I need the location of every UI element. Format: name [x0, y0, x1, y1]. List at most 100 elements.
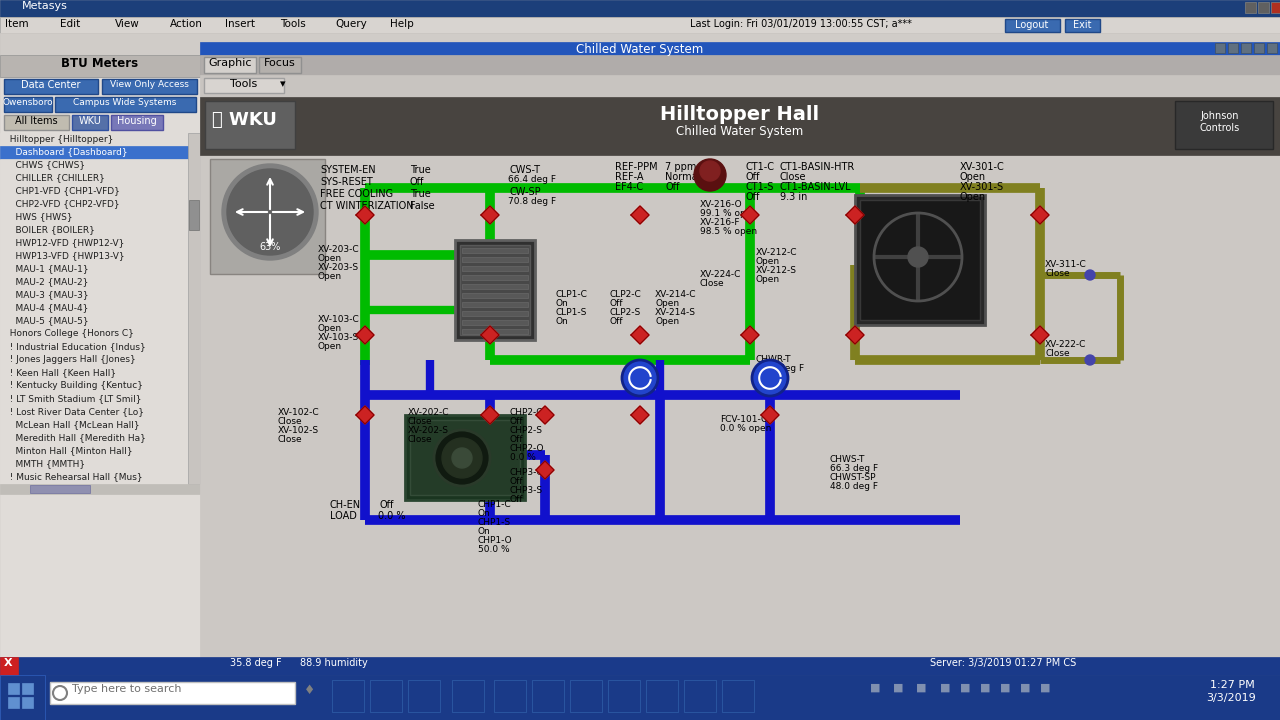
Text: 9.3 in: 9.3 in [780, 192, 808, 202]
Text: Tools: Tools [230, 79, 257, 89]
Text: ! Lost River Data Center {Lo}: ! Lost River Data Center {Lo} [4, 408, 143, 416]
Text: XV-203-C: XV-203-C [317, 245, 360, 254]
Text: Last Login: Fri 03/01/2019 13:00:55 CST; a***: Last Login: Fri 03/01/2019 13:00:55 CST;… [690, 19, 911, 29]
Bar [1005, 19, 1060, 32]
Text: XV-216-O: XV-216-O [700, 200, 742, 209]
Text: Query: Query [335, 19, 367, 29]
Text: ■: ■ [1039, 683, 1051, 693]
Polygon shape [356, 206, 374, 224]
Text: Off: Off [666, 182, 680, 192]
Bar [0, 263, 188, 276]
Polygon shape [536, 406, 554, 424]
Text: CT WINTERIZATION: CT WINTERIZATION [320, 201, 413, 211]
Text: Off: Off [745, 172, 759, 182]
Bar [408, 680, 440, 712]
Text: XV-311-C: XV-311-C [1044, 260, 1087, 269]
Text: HWP13-VFD {HWP13-V}: HWP13-VFD {HWP13-V} [4, 251, 124, 261]
Text: Help: Help [390, 19, 413, 29]
Text: CHP1-VFD {CHP1-VFD}: CHP1-VFD {CHP1-VFD} [4, 186, 120, 196]
Polygon shape [741, 206, 759, 224]
Text: ■: ■ [916, 683, 927, 693]
Text: Campus Wide Systems: Campus Wide Systems [73, 98, 177, 107]
Bar [72, 115, 108, 130]
Text: On: On [556, 317, 568, 326]
Text: ■: ■ [940, 683, 951, 693]
Text: Item: Item [5, 19, 28, 29]
Bar [0, 211, 188, 224]
Text: CHP3-C: CHP3-C [509, 468, 544, 477]
Text: ■: ■ [960, 683, 970, 693]
Polygon shape [481, 406, 499, 424]
Text: ■: ■ [980, 683, 991, 693]
Bar [462, 320, 529, 325]
Bar [0, 315, 188, 328]
Text: Dashboard {Dashboard}: Dashboard {Dashboard} [4, 148, 128, 156]
Circle shape [622, 360, 658, 396]
Bar [200, 42, 1280, 55]
Bar [646, 680, 678, 712]
Bar [608, 680, 640, 712]
Text: CHP1-O: CHP1-O [477, 536, 512, 545]
Bar [0, 0, 1280, 17]
Bar [1271, 2, 1280, 13]
Bar [1215, 43, 1225, 53]
Bar [462, 329, 529, 334]
Bar [684, 680, 716, 712]
Text: CT1-BASIN-LVL: CT1-BASIN-LVL [780, 182, 851, 192]
Polygon shape [631, 326, 649, 344]
Text: Off: Off [745, 192, 759, 202]
Bar [462, 275, 529, 280]
Text: CHP1-S: CHP1-S [477, 518, 511, 527]
Bar [55, 97, 196, 112]
Text: Close: Close [278, 417, 302, 426]
Text: Open: Open [960, 192, 986, 202]
Text: Open: Open [756, 257, 780, 266]
Text: View Only Access: View Only Access [110, 80, 188, 89]
Bar [532, 680, 564, 712]
Bar [0, 341, 188, 354]
Text: 0.0 %: 0.0 % [509, 453, 536, 462]
Bar [460, 245, 530, 335]
Text: ! Kentucky Building {Kentuc}: ! Kentucky Building {Kentuc} [4, 382, 143, 390]
Bar [0, 657, 18, 675]
Text: XV-103-S: XV-103-S [317, 333, 360, 342]
Bar [1242, 43, 1251, 53]
Bar [0, 172, 188, 185]
Text: BOILER {BOILER}: BOILER {BOILER} [4, 225, 95, 235]
Text: XV-212-S: XV-212-S [756, 266, 797, 275]
Bar [200, 97, 1280, 657]
Text: Chilled Water System: Chilled Water System [576, 43, 704, 56]
Text: Off: Off [611, 317, 623, 326]
Text: XV-222-C: XV-222-C [1044, 340, 1087, 349]
Bar [410, 420, 520, 495]
Text: Open: Open [317, 342, 342, 351]
Bar [0, 33, 1280, 55]
Text: MAU-3 {MAU-3}: MAU-3 {MAU-3} [4, 290, 88, 300]
Bar [0, 237, 188, 250]
Text: REF-A: REF-A [614, 172, 644, 182]
Text: XV-202-S: XV-202-S [408, 426, 449, 435]
Bar [204, 78, 284, 93]
Text: All Items: All Items [14, 116, 58, 126]
Text: CT1-S: CT1-S [745, 182, 773, 192]
Text: Hilltopper Hall: Hilltopper Hall [660, 105, 819, 124]
Text: ! LT Smith Stadium {LT Smil}: ! LT Smith Stadium {LT Smil} [4, 395, 142, 403]
Text: Action: Action [170, 19, 202, 29]
Bar [205, 101, 294, 149]
Text: WKU: WKU [78, 116, 101, 126]
Bar [0, 393, 188, 406]
Bar [22, 697, 33, 708]
Text: CLP2-S: CLP2-S [611, 308, 641, 317]
Text: Off: Off [380, 500, 394, 510]
Text: Exit: Exit [1073, 20, 1092, 30]
Text: SYSTEM-EN: SYSTEM-EN [320, 165, 375, 175]
Bar [111, 115, 163, 130]
Circle shape [434, 430, 490, 486]
Bar [22, 683, 33, 694]
Bar [570, 680, 602, 712]
Text: Off: Off [509, 477, 524, 486]
Text: Graphic: Graphic [209, 58, 252, 68]
Bar [0, 55, 200, 77]
Text: CHP2-O: CHP2-O [509, 444, 544, 453]
Text: 88.9 humidity: 88.9 humidity [300, 658, 367, 668]
